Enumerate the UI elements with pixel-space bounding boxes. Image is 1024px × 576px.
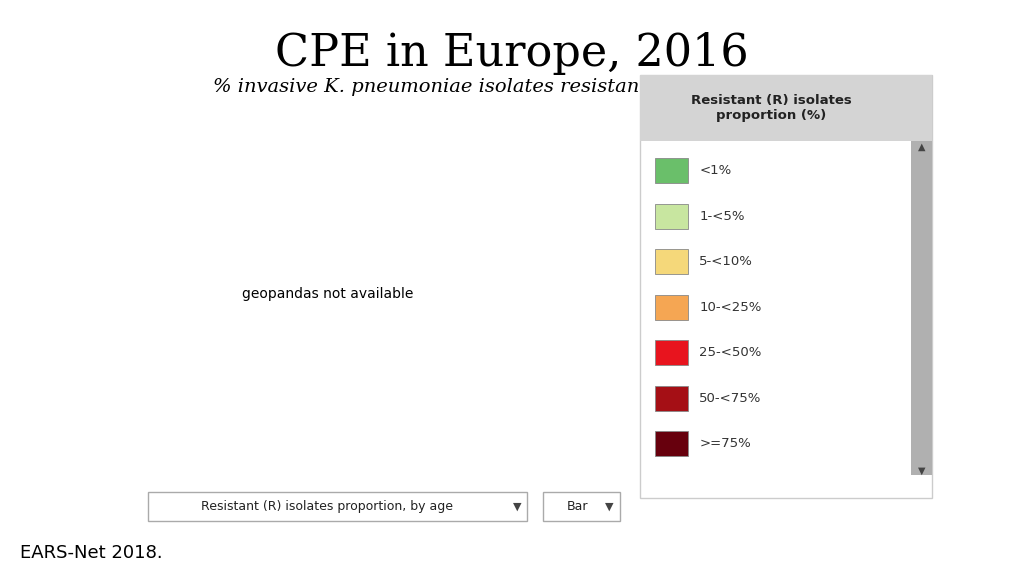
Text: 1-<5%: 1-<5% xyxy=(699,210,744,223)
Text: ▼: ▼ xyxy=(918,465,926,476)
Text: <1%: <1% xyxy=(699,164,731,177)
Text: ▼: ▼ xyxy=(605,502,613,512)
Text: >=75%: >=75% xyxy=(699,437,752,450)
Text: % invasive K. pneumoniae isolates resistant to carbapenems: % invasive K. pneumoniae isolates resist… xyxy=(213,78,811,96)
Text: Resistant (R) isolates
proportion (%): Resistant (R) isolates proportion (%) xyxy=(691,94,852,122)
Text: Bar: Bar xyxy=(566,501,588,513)
Text: Resistant (R) isolates proportion, by age: Resistant (R) isolates proportion, by ag… xyxy=(201,501,453,513)
Text: 5-<10%: 5-<10% xyxy=(699,255,754,268)
Text: geopandas not available: geopandas not available xyxy=(242,287,414,301)
Text: ▼: ▼ xyxy=(513,502,521,512)
Text: CPE in Europe, 2016: CPE in Europe, 2016 xyxy=(275,32,749,75)
Text: 10-<25%: 10-<25% xyxy=(699,301,762,314)
Text: 50-<75%: 50-<75% xyxy=(699,392,762,405)
Text: ▲: ▲ xyxy=(918,142,926,152)
Text: 25-<50%: 25-<50% xyxy=(699,346,762,359)
Text: EARS-Net 2018.: EARS-Net 2018. xyxy=(20,544,163,562)
